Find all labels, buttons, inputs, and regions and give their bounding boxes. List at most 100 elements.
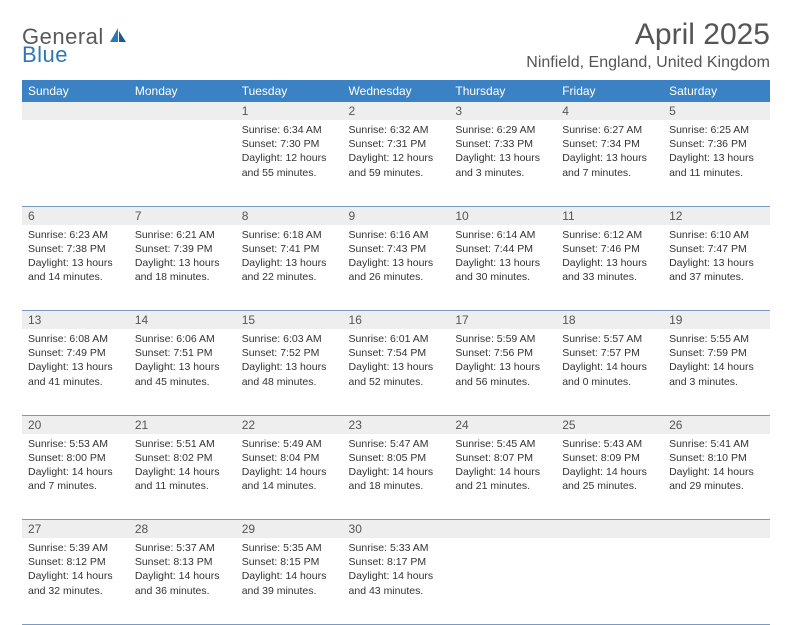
day-number-cell: 20 xyxy=(22,415,129,434)
day-cell-body: Sunrise: 6:03 AMSunset: 7:52 PMDaylight:… xyxy=(236,329,343,395)
day-cell: Sunrise: 6:27 AMSunset: 7:34 PMDaylight:… xyxy=(556,120,663,206)
day-cell: Sunrise: 6:10 AMSunset: 7:47 PMDaylight:… xyxy=(663,225,770,311)
sunset-line: Sunset: 7:54 PM xyxy=(349,346,444,360)
day-cell: Sunrise: 5:57 AMSunset: 7:57 PMDaylight:… xyxy=(556,329,663,415)
day-number-cell: 15 xyxy=(236,311,343,330)
day-cell: Sunrise: 6:29 AMSunset: 7:33 PMDaylight:… xyxy=(449,120,556,206)
day-cell xyxy=(129,120,236,206)
day-cell-body: Sunrise: 5:53 AMSunset: 8:00 PMDaylight:… xyxy=(22,434,129,500)
sunset-line: Sunset: 7:44 PM xyxy=(455,242,550,256)
sunrise-line: Sunrise: 6:16 AM xyxy=(349,228,444,242)
sunset-line: Sunset: 8:04 PM xyxy=(242,451,337,465)
day-content-row: Sunrise: 6:23 AMSunset: 7:38 PM Daylight:… xyxy=(22,225,770,311)
day-content-row: Sunrise: 5:39 AMSunset: 8:12 PMDaylight:… xyxy=(22,538,770,624)
day-number-cell xyxy=(449,520,556,539)
sunrise-line: Sunrise: 6:21 AM xyxy=(135,228,230,242)
sunset-line: Sunset: 7:31 PM xyxy=(349,137,444,151)
sunrise-line: Sunrise: 6:14 AM xyxy=(455,228,550,242)
day-cell: Sunrise: 6:01 AMSunset: 7:54 PMDaylight:… xyxy=(343,329,450,415)
sunset-line: Sunset: 8:02 PM xyxy=(135,451,230,465)
day-number-cell: 3 xyxy=(449,102,556,120)
calendar-header-row: SundayMondayTuesdayWednesdayThursdayFrid… xyxy=(22,80,770,102)
daylight-line: Daylight: 13 hours and 26 minutes. xyxy=(349,256,444,284)
day-number-row: 6789101112 xyxy=(22,206,770,225)
day-cell-body: Sunrise: 6:23 AMSunset: 7:38 PMDaylight:… xyxy=(22,225,129,291)
day-number-cell: 1 xyxy=(236,102,343,120)
sunset-line: Sunset: 7:38 PM xyxy=(28,242,123,256)
sunrise-line: Sunrise: 5:35 AM xyxy=(242,541,337,555)
sunset-line: Sunset: 7:59 PM xyxy=(669,346,764,360)
day-cell: Sunrise: 6:08 AMSunset: 7:49 PMDaylight:… xyxy=(22,329,129,415)
sunset-line: Sunset: 8:05 PM xyxy=(349,451,444,465)
sunrise-line: Sunrise: 5:57 AM xyxy=(562,332,657,346)
sunrise-line: Sunrise: 6:27 AM xyxy=(562,123,657,137)
daylight-line: Daylight: 13 hours and 22 minutes. xyxy=(242,256,337,284)
day-number-cell: 4 xyxy=(556,102,663,120)
day-number-cell: 16 xyxy=(343,311,450,330)
day-number-cell: 8 xyxy=(236,206,343,225)
day-cell-body: Sunrise: 6:18 AMSunset: 7:41 PMDaylight:… xyxy=(236,225,343,291)
sunset-line: Sunset: 7:34 PM xyxy=(562,137,657,151)
day-cell-body: Sunrise: 5:47 AMSunset: 8:05 PMDaylight:… xyxy=(343,434,450,500)
day-number-cell: 19 xyxy=(663,311,770,330)
day-cell-body: Sunrise: 5:37 AMSunset: 8:13 PMDaylight:… xyxy=(129,538,236,604)
sunrise-line: Sunrise: 6:23 AM xyxy=(28,228,123,242)
day-cell-body: Sunrise: 5:43 AMSunset: 8:09 PMDaylight:… xyxy=(556,434,663,500)
day-cell-body: Sunrise: 5:51 AMSunset: 8:02 PMDaylight:… xyxy=(129,434,236,500)
day-cell: Sunrise: 6:16 AMSunset: 7:43 PMDaylight:… xyxy=(343,225,450,311)
day-cell: Sunrise: 6:25 AMSunset: 7:36 PMDaylight:… xyxy=(663,120,770,206)
day-header: Saturday xyxy=(663,80,770,102)
day-number-row: 27282930 xyxy=(22,520,770,539)
day-number-cell: 28 xyxy=(129,520,236,539)
day-cell-body: Sunrise: 6:08 AMSunset: 7:49 PMDaylight:… xyxy=(22,329,129,395)
sunset-line: Sunset: 7:49 PM xyxy=(28,346,123,360)
day-cell-body: Sunrise: 6:14 AMSunset: 7:44 PMDaylight:… xyxy=(449,225,556,291)
sunrise-line: Sunrise: 6:08 AM xyxy=(28,332,123,346)
day-cell xyxy=(556,538,663,624)
sunset-line: Sunset: 7:36 PM xyxy=(669,137,764,151)
day-cell-body: Sunrise: 5:49 AMSunset: 8:04 PMDaylight:… xyxy=(236,434,343,500)
daylight-line: Daylight: 13 hours and 18 minutes. xyxy=(135,256,230,284)
daylight-line: Daylight: 14 hours and 7 minutes. xyxy=(28,465,123,493)
sunset-line: Sunset: 7:30 PM xyxy=(242,137,337,151)
day-number-cell: 24 xyxy=(449,415,556,434)
sunrise-line: Sunrise: 6:01 AM xyxy=(349,332,444,346)
daylight-line: Daylight: 14 hours and 0 minutes. xyxy=(562,360,657,388)
day-cell: Sunrise: 5:39 AMSunset: 8:12 PMDaylight:… xyxy=(22,538,129,624)
day-cell: Sunrise: 6:32 AMSunset: 7:31 PMDaylight:… xyxy=(343,120,450,206)
sunset-line: Sunset: 8:09 PM xyxy=(562,451,657,465)
daylight-line: Daylight: 14 hours and 29 minutes. xyxy=(669,465,764,493)
sunrise-line: Sunrise: 6:25 AM xyxy=(669,123,764,137)
day-cell: Sunrise: 6:23 AMSunset: 7:38 PMDaylight:… xyxy=(22,225,129,311)
sunrise-line: Sunrise: 5:47 AM xyxy=(349,437,444,451)
sunrise-line: Sunrise: 6:18 AM xyxy=(242,228,337,242)
day-cell-body: Sunrise: 6:32 AMSunset: 7:31 PMDaylight:… xyxy=(343,120,450,186)
day-header: Monday xyxy=(129,80,236,102)
day-number-cell: 17 xyxy=(449,311,556,330)
sunrise-line: Sunrise: 5:49 AM xyxy=(242,437,337,451)
daylight-line: Daylight: 14 hours and 36 minutes. xyxy=(135,569,230,597)
day-cell-body: Sunrise: 5:45 AMSunset: 8:07 PMDaylight:… xyxy=(449,434,556,500)
daylight-line: Daylight: 14 hours and 18 minutes. xyxy=(349,465,444,493)
day-cell: Sunrise: 5:43 AMSunset: 8:09 PMDaylight:… xyxy=(556,434,663,520)
day-number-cell: 14 xyxy=(129,311,236,330)
daylight-line: Daylight: 12 hours and 59 minutes. xyxy=(349,151,444,179)
day-header: Thursday xyxy=(449,80,556,102)
daylight-line: Daylight: 14 hours and 14 minutes. xyxy=(242,465,337,493)
daylight-line: Daylight: 13 hours and 3 minutes. xyxy=(455,151,550,179)
day-number-cell: 21 xyxy=(129,415,236,434)
daylight-line: Daylight: 14 hours and 25 minutes. xyxy=(562,465,657,493)
day-cell-body: Sunrise: 6:25 AMSunset: 7:36 PMDaylight:… xyxy=(663,120,770,186)
day-number-row: 20212223242526 xyxy=(22,415,770,434)
month-title: April 2025 xyxy=(526,18,770,52)
day-number-row: 12345 xyxy=(22,102,770,120)
day-cell-body: Sunrise: 6:10 AMSunset: 7:47 PMDaylight:… xyxy=(663,225,770,291)
logo-sail-icon xyxy=(108,26,128,49)
location-text: Ninfield, England, United Kingdom xyxy=(526,54,770,72)
day-number-cell: 22 xyxy=(236,415,343,434)
sunset-line: Sunset: 7:52 PM xyxy=(242,346,337,360)
day-cell-body: Sunrise: 6:29 AMSunset: 7:33 PMDaylight:… xyxy=(449,120,556,186)
day-cell: Sunrise: 6:12 AMSunset: 7:46 PMDaylight:… xyxy=(556,225,663,311)
day-number-cell: 12 xyxy=(663,206,770,225)
daylight-line: Daylight: 14 hours and 39 minutes. xyxy=(242,569,337,597)
